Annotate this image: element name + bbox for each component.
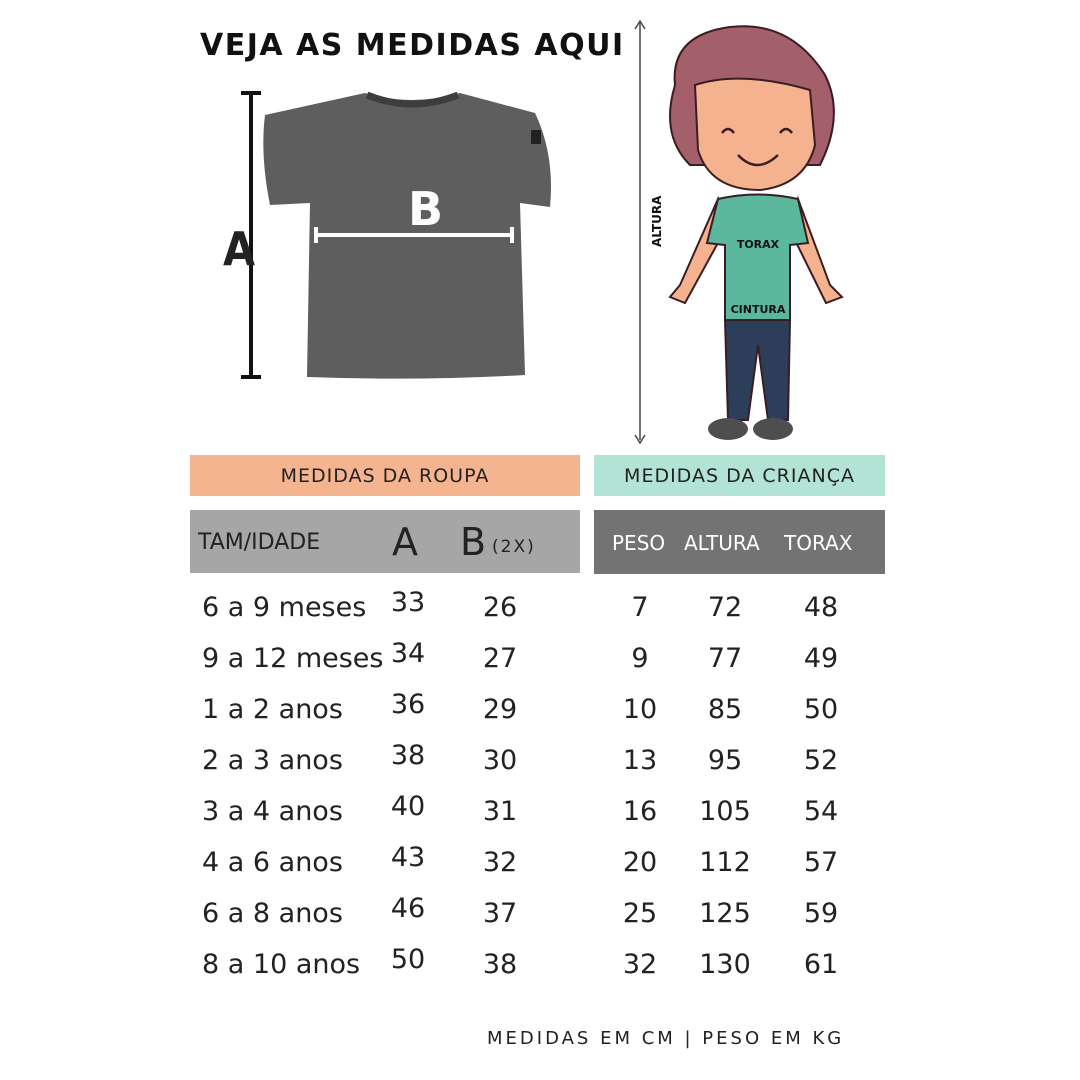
cell-a: 33 — [390, 587, 426, 618]
cell-peso: 20 — [622, 847, 658, 878]
cell-a: 34 — [390, 638, 426, 669]
cell-a: 50 — [390, 944, 426, 975]
col-b-note: (2X) — [492, 537, 536, 557]
table-row: 6 a 8 anos 46 37 25 125 59 — [0, 893, 1080, 936]
cell-peso: 10 — [622, 694, 658, 725]
kid-diagram: ALTURA TORAX CINTURA — [634, 19, 844, 445]
table-row: 3 a 4 anos 40 31 16 105 54 — [0, 791, 1080, 834]
cell-b: 32 — [482, 847, 518, 878]
cell-peso: 7 — [631, 592, 649, 623]
footer-note: MEDIDAS EM CM | PESO EM KG — [487, 1028, 845, 1049]
shirt-tag-icon — [531, 130, 541, 144]
cell-peso: 16 — [622, 796, 658, 827]
col-tam-idade: TAM/IDADE — [198, 530, 321, 555]
shirt-diagram: A B — [223, 91, 551, 379]
cell-tam: 3 a 4 anos — [202, 796, 343, 827]
cell-b: 29 — [482, 694, 518, 725]
cell-peso: 25 — [622, 898, 658, 929]
cell-a: 40 — [390, 791, 426, 822]
cell-b: 37 — [482, 898, 518, 929]
cell-tam: 1 a 2 anos — [202, 694, 343, 725]
roupa-column-headers: TAM/IDADE A B (2X) — [190, 510, 580, 573]
cell-torax: 49 — [803, 643, 839, 674]
cell-a: 38 — [390, 740, 426, 771]
altura-label: ALTURA — [650, 195, 664, 247]
section-header-crianca: MEDIDAS DA CRIANÇA — [594, 455, 885, 496]
label-b: B — [408, 182, 443, 236]
table-row: 9 a 12 meses 34 27 9 77 49 — [0, 638, 1080, 681]
kid-shoe-left — [708, 418, 748, 440]
cell-altura: 105 — [699, 796, 751, 827]
table-row: 6 a 9 meses 33 26 7 72 48 — [0, 587, 1080, 630]
cell-torax: 50 — [803, 694, 839, 725]
col-b: B — [460, 520, 487, 564]
cell-b: 31 — [482, 796, 518, 827]
crianca-column-headers: PESO ALTURA TORAX — [594, 510, 885, 574]
cell-altura: 112 — [699, 847, 751, 878]
cell-altura: 85 — [707, 694, 743, 725]
kid-pants — [723, 319, 792, 421]
cell-b: 30 — [482, 745, 518, 776]
cell-peso: 32 — [622, 949, 658, 980]
cell-tam: 9 a 12 meses — [202, 643, 384, 674]
cell-torax: 61 — [803, 949, 839, 980]
cell-torax: 57 — [803, 847, 839, 878]
table-row: 4 a 6 anos 43 32 20 112 57 — [0, 842, 1080, 885]
cell-altura: 72 — [707, 592, 743, 623]
cell-b: 27 — [482, 643, 518, 674]
cell-tam: 6 a 9 meses — [202, 592, 367, 623]
cell-b: 26 — [482, 592, 518, 623]
cell-altura: 130 — [699, 949, 751, 980]
cell-tam: 2 a 3 anos — [202, 745, 343, 776]
col-peso: PESO — [612, 531, 666, 555]
cell-altura: 125 — [699, 898, 751, 929]
col-a: A — [392, 520, 418, 564]
table-row: 1 a 2 anos 36 29 10 85 50 — [0, 689, 1080, 732]
col-torax: TORAX — [784, 531, 853, 555]
col-altura: ALTURA — [684, 531, 760, 555]
cell-torax: 48 — [803, 592, 839, 623]
page-title: VEJA AS MEDIDAS AQUI — [200, 28, 625, 63]
label-a: A — [223, 222, 255, 276]
cell-tam: 8 a 10 anos — [202, 949, 361, 980]
cell-a: 43 — [390, 842, 426, 873]
table-row: 8 a 10 anos 50 38 32 130 61 — [0, 944, 1080, 987]
torax-label: TORAX — [737, 238, 780, 251]
cell-torax: 52 — [803, 745, 839, 776]
cell-peso: 13 — [622, 745, 658, 776]
cintura-label: CINTURA — [731, 303, 786, 316]
cell-torax: 54 — [803, 796, 839, 827]
cell-peso: 9 — [631, 643, 649, 674]
cell-torax: 59 — [803, 898, 839, 929]
cell-tam: 4 a 6 anos — [202, 847, 343, 878]
section-header-roupa: MEDIDAS DA ROUPA — [190, 455, 580, 496]
table-row: 2 a 3 anos 38 30 13 95 52 — [0, 740, 1080, 783]
cell-b: 38 — [482, 949, 518, 980]
cell-a: 46 — [390, 893, 426, 924]
cell-altura: 77 — [707, 643, 743, 674]
cell-a: 36 — [390, 689, 426, 720]
kid-face — [693, 77, 817, 192]
kid-shoe-right — [753, 418, 793, 440]
cell-altura: 95 — [707, 745, 743, 776]
cell-tam: 6 a 8 anos — [202, 898, 343, 929]
